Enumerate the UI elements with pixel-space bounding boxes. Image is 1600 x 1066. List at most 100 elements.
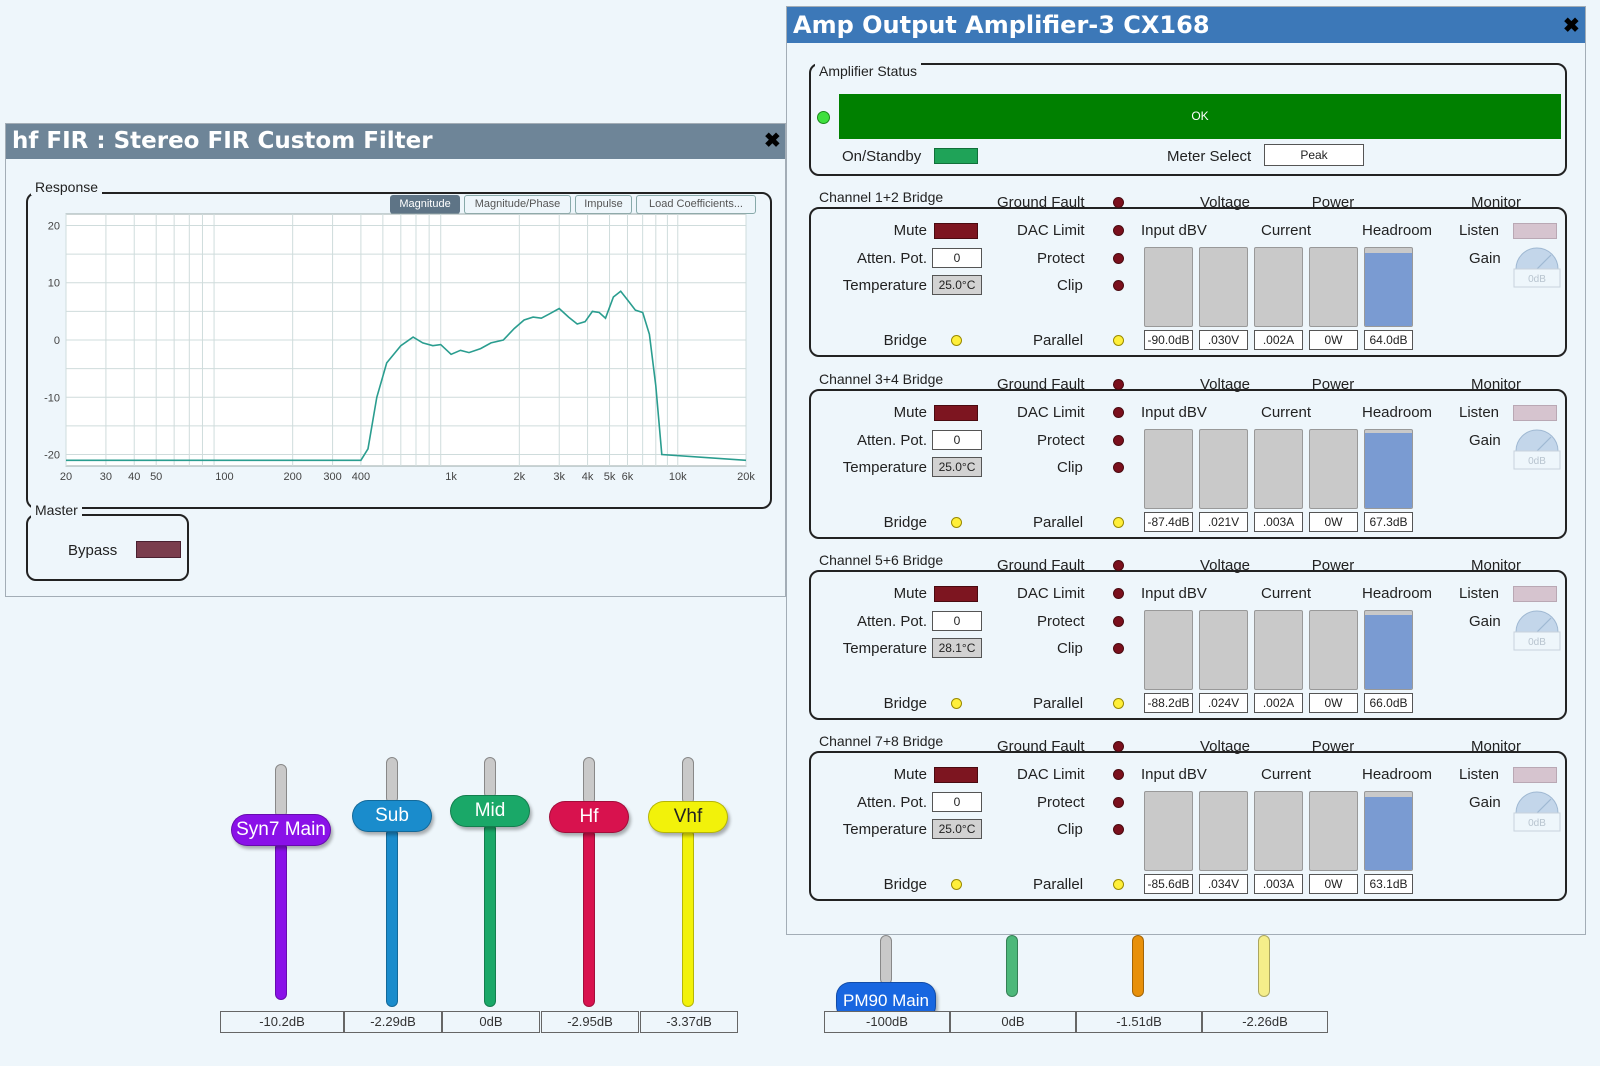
power-meter-value: 0W [1309,693,1358,713]
parallel-led [1113,879,1124,890]
channel-name: Channel 1+2 Bridge [815,189,948,205]
ground-fault-label: Ground Fault [997,557,1085,574]
channel-section: Channel 5+6 Bridge Ground Fault Voltage … [787,550,1587,725]
parallel-label: Parallel [1033,695,1084,712]
clip-led [1113,280,1124,291]
fader-cap[interactable]: Vhf [648,801,728,833]
channel-name: Channel 5+6 Bridge [815,552,948,568]
input-dbv-meter-value: -90.0dB [1144,330,1193,350]
listen-label: Listen [1459,222,1500,239]
ground-fault-label: Ground Fault [997,376,1085,393]
gain-knob[interactable]: 0dB [1513,608,1561,652]
fader-track-level[interactable] [1006,935,1018,997]
channel-group-box [809,570,1567,720]
protect-led [1113,253,1124,264]
temperature-label: Temperature [842,277,927,294]
mute-button[interactable] [934,586,978,602]
fader-cap[interactable]: Syn7 Main [231,814,331,846]
fader-track-level[interactable] [1132,935,1144,997]
listen-button[interactable] [1513,767,1557,783]
bypass-button[interactable] [136,541,181,558]
gain-knob[interactable]: 0dB [1513,427,1561,471]
x-tick-label: 4k [582,471,594,480]
power-meter [1309,791,1358,871]
bridge-label: Bridge [883,332,927,349]
protect-led [1113,435,1124,446]
mute-button[interactable] [934,223,978,239]
atten-pot-input[interactable]: 0 [932,792,982,812]
fader-track-level [386,828,398,1007]
tab-load-coefficients[interactable]: Load Coefficients... [636,195,756,214]
fader-value: -2.29dB [344,1011,442,1033]
fader-cap[interactable]: Sub [352,800,432,832]
dac-limit-label: DAC Limit [1017,766,1085,783]
fader-value: -2.26dB [1202,1011,1328,1033]
amp-window-title-bar[interactable]: Amp Output Amplifier-3 CX168 [787,7,1585,43]
fader-track-upper [583,757,595,805]
headroom-meter [1364,610,1413,690]
fader-track-level [682,829,694,1007]
bridge-led [951,335,962,346]
fader-value: -100dB [824,1011,950,1033]
mute-button[interactable] [934,767,978,783]
parallel-label: Parallel [1033,876,1084,893]
tab-magnitude[interactable]: Magnitude [390,195,460,214]
atten-pot-label: Atten. Pot. [856,794,927,811]
atten-pot-input[interactable]: 0 [932,611,982,631]
input-dbv-meter-value: -85.6dB [1144,874,1193,894]
status-text: OK [1191,109,1209,123]
atten-pot-input[interactable]: 0 [932,430,982,450]
tab-impulse[interactable]: Impulse [575,195,632,214]
temperature-value: 25.0°C [932,457,982,477]
current-meter-value: .002A [1254,330,1303,350]
headroom-label: Headroom [1362,404,1433,421]
ground-fault-led [1113,741,1124,752]
headroom-meter-value: 67.3dB [1364,512,1413,532]
input-dbv-meter [1144,610,1193,690]
gain-knob[interactable]: 0dB [1513,789,1561,833]
input-dbv-label: Input dBV [1141,585,1207,602]
parallel-label: Parallel [1033,332,1084,349]
on-standby-button[interactable] [934,148,978,164]
atten-pot-label: Atten. Pot. [856,613,927,630]
gain-knob[interactable]: 0dB [1513,245,1561,289]
power-label: Power [1311,376,1355,393]
meter-select-dropdown[interactable]: Peak [1264,144,1364,166]
fader-cap[interactable]: Mid [450,795,530,827]
fir-close-icon[interactable]: ✖ [764,130,781,152]
x-tick-label: 50 [150,471,162,480]
fir-window-title-bar[interactable]: hf FIR : Stereo FIR Custom Filter [6,124,785,159]
x-tick-label: 2k [514,471,526,480]
current-label: Current [1261,585,1312,602]
listen-button[interactable] [1513,586,1557,602]
protect-label: Protect [1037,250,1085,267]
x-tick-label: 100 [215,471,233,480]
meter-fill [1365,433,1412,508]
temperature-label: Temperature [842,640,927,657]
listen-label: Listen [1459,585,1500,602]
voltage-label: Voltage [1199,194,1251,211]
input-dbv-label: Input dBV [1141,404,1207,421]
monitor-label: Monitor [1471,557,1522,574]
headroom-meter-value: 66.0dB [1364,693,1413,713]
listen-button[interactable] [1513,405,1557,421]
dac-limit-led [1113,769,1124,780]
fader-track-level[interactable] [1258,935,1270,997]
input-dbv-meter [1144,429,1193,509]
mute-button[interactable] [934,405,978,421]
clip-led [1113,643,1124,654]
ground-fault-led [1113,197,1124,208]
x-tick-label: 300 [323,471,341,480]
fader-track-upper [484,757,496,799]
fader-cap[interactable]: Hf [549,801,629,833]
channel-section: Channel 1+2 Bridge Ground Fault Voltage … [787,187,1587,362]
dac-limit-led [1113,407,1124,418]
protect-led [1113,797,1124,808]
atten-pot-input[interactable]: 0 [932,248,982,268]
amp-close-icon[interactable]: ✖ [1563,15,1580,37]
input-dbv-meter-value: -87.4dB [1144,512,1193,532]
listen-button[interactable] [1513,223,1557,239]
channel-name: Channel 3+4 Bridge [815,371,948,387]
ground-fault-label: Ground Fault [997,738,1085,755]
